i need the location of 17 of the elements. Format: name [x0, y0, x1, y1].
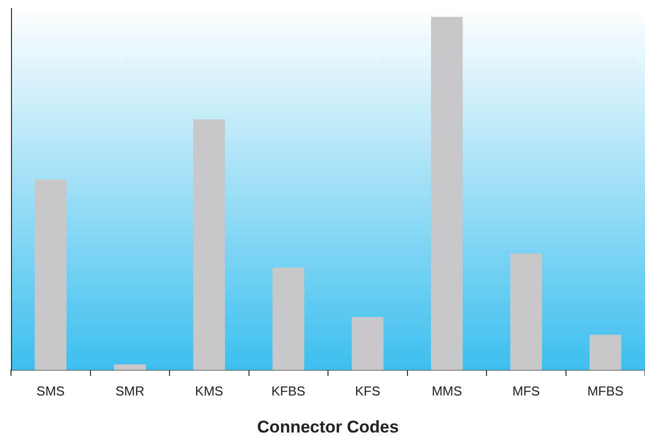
- bar: [590, 334, 622, 370]
- bar: [193, 119, 225, 370]
- bar: [114, 364, 146, 370]
- x-axis-title: Connector Codes: [257, 417, 399, 436]
- x-tick-label: MMS: [432, 383, 462, 398]
- x-tick-label: SMS: [36, 383, 66, 398]
- bar: [352, 317, 384, 370]
- x-tick-label: KMS: [195, 383, 224, 398]
- bar: [431, 16, 463, 370]
- x-tick-label: MFBS: [587, 383, 624, 398]
- x-tick-label: SMR: [115, 383, 144, 398]
- bar: [510, 253, 542, 370]
- x-tick-label: MFS: [512, 383, 540, 398]
- bar: [272, 268, 304, 370]
- x-tick-label: KFS: [354, 383, 381, 398]
- x-tick-label: KFBS: [271, 383, 306, 398]
- bar: [34, 179, 66, 370]
